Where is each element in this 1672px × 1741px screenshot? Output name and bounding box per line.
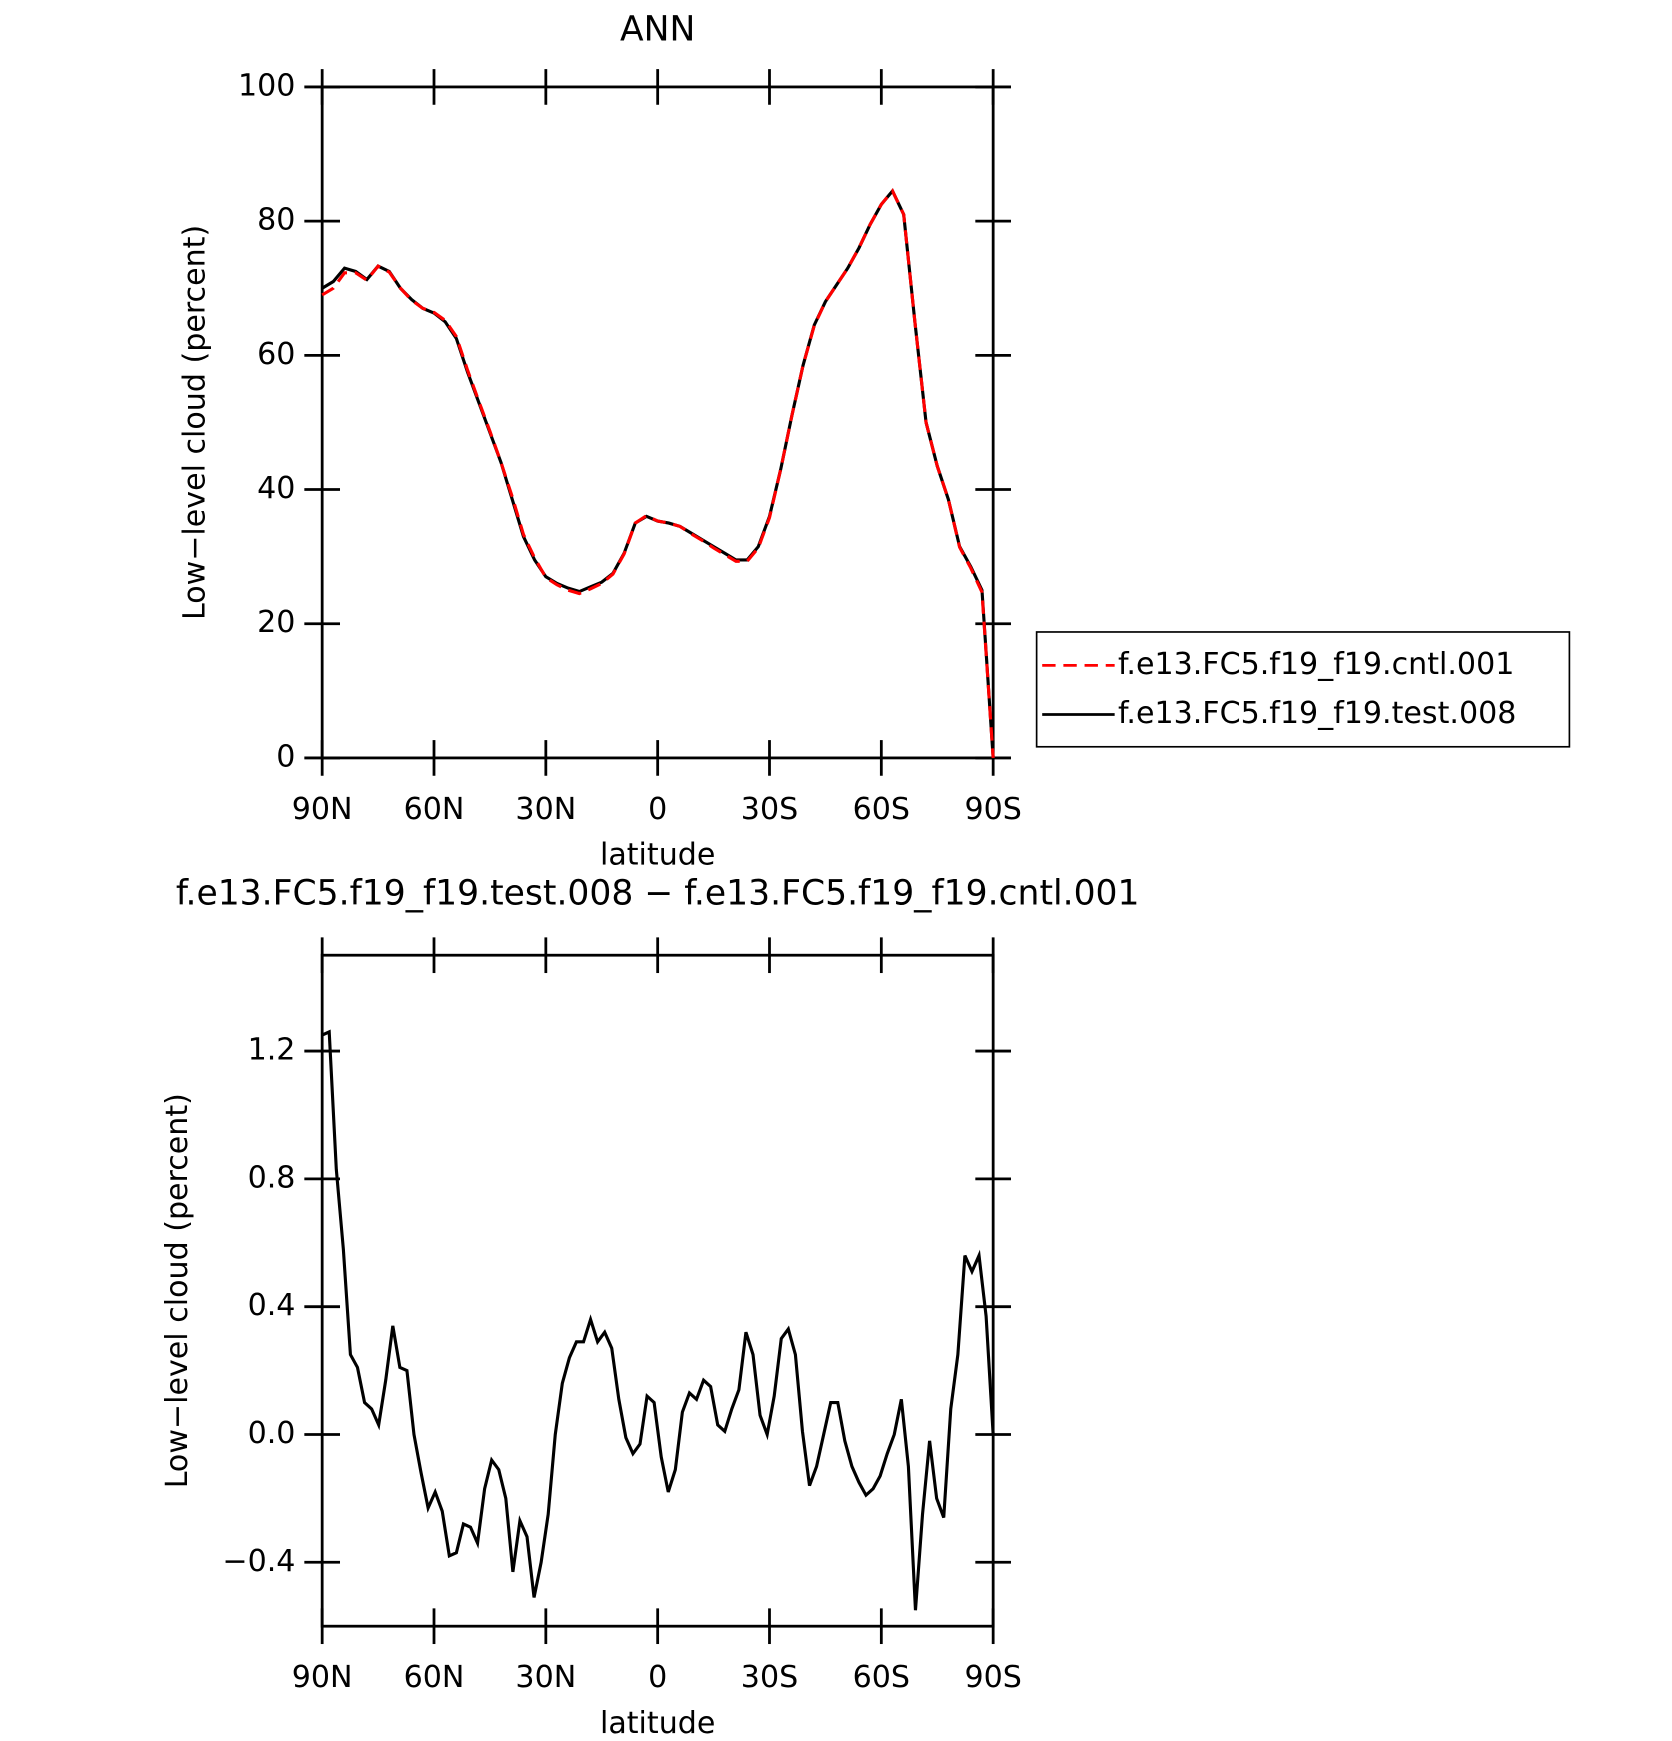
y-tick-label: 1.2 — [248, 1033, 296, 1068]
legend-box — [1035, 631, 1571, 748]
x-tick-label: 90N — [292, 1660, 353, 1695]
y-tick-label: 0 — [276, 739, 295, 774]
y-axis-label: Low−level cloud (percent) — [178, 225, 213, 620]
x-tick-label: 60N — [404, 792, 465, 827]
x-axis-label: latitude — [600, 838, 715, 873]
x-tick-label: 90N — [292, 792, 353, 827]
x-tick-label: 30S — [741, 1660, 798, 1695]
plot-frame — [320, 85, 995, 760]
x-tick-label: 30N — [515, 792, 576, 827]
x-axis-label: latitude — [600, 1706, 715, 1741]
y-tick-label: 0.4 — [248, 1288, 296, 1323]
y-tick-label: −0.4 — [222, 1544, 295, 1579]
y-tick-label: 100 — [238, 68, 295, 103]
chart-title: ANN — [620, 10, 695, 50]
plot-frame — [320, 953, 995, 1628]
y-tick-label: 80 — [257, 203, 295, 238]
y-tick-label: 60 — [257, 337, 295, 372]
data-line — [321, 188, 995, 759]
y-axis-label: Low−level cloud (percent) — [160, 1093, 195, 1488]
y-tick-label: 0.0 — [248, 1416, 296, 1451]
data-line — [321, 1029, 995, 1611]
x-tick-label: 90S — [964, 792, 1021, 827]
x-tick-label: 60S — [853, 792, 910, 827]
x-tick-label: 30S — [741, 792, 798, 827]
x-tick-label: 0 — [648, 1660, 667, 1695]
chart-title: f.e13.FC5.f19_f19.test.008 − f.e13.FC5.f… — [176, 874, 1140, 914]
y-tick-label: 0.8 — [248, 1160, 296, 1195]
x-tick-label: 30N — [515, 1660, 576, 1695]
legend-label: f.e13.FC5.f19_f19.cntl.001 — [1118, 647, 1514, 682]
data-line — [321, 188, 995, 759]
legend-label: f.e13.FC5.f19_f19.test.008 — [1118, 696, 1516, 731]
y-tick-label: 20 — [257, 605, 295, 640]
x-tick-label: 60N — [404, 1660, 465, 1695]
y-tick-label: 40 — [257, 471, 295, 506]
x-tick-label: 60S — [853, 1660, 910, 1695]
x-tick-label: 0 — [648, 792, 667, 827]
x-tick-label: 90S — [964, 1660, 1021, 1695]
